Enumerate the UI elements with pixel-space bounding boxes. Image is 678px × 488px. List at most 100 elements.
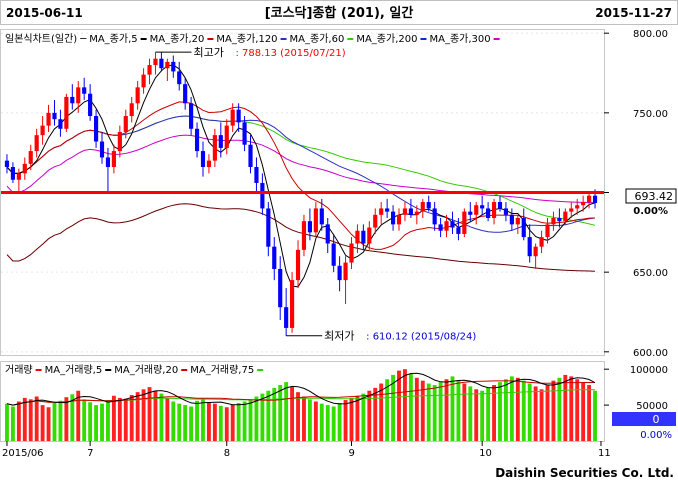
volume-bar	[450, 376, 455, 441]
candle-body	[325, 224, 330, 244]
candle-body	[183, 84, 188, 104]
volume-bar	[230, 404, 235, 441]
low-label: 최저가	[324, 330, 354, 343]
volume-legend-swatch	[181, 369, 188, 371]
volume-bar	[468, 386, 473, 441]
x-axis: 2015/06 7 8 9 10 11	[2, 441, 611, 459]
volume-bar	[462, 383, 467, 441]
candle-body	[76, 87, 81, 104]
volume-bar	[248, 399, 253, 441]
candle-body	[581, 202, 586, 206]
price-legend-swatch	[280, 38, 287, 40]
candle-body	[343, 262, 348, 281]
candle-body	[361, 230, 366, 244]
volume-bar	[183, 405, 188, 441]
candle-body	[82, 87, 87, 94]
candle-body	[28, 151, 33, 164]
volume-plot-frame	[0, 361, 605, 442]
volume-bar	[153, 390, 158, 441]
candle-body	[563, 211, 568, 222]
price-legend-swatch	[493, 38, 500, 40]
candle-body	[503, 208, 509, 215]
candle-body	[117, 131, 122, 152]
volume-bar	[307, 399, 312, 441]
volume-bar	[123, 398, 128, 441]
volume-bar	[236, 402, 241, 441]
volume-bar	[414, 377, 419, 441]
volume-bar	[88, 402, 93, 441]
volume-legend-label: MA_거래량,20	[114, 364, 178, 376]
volume-bar	[22, 397, 27, 441]
volume-bar	[206, 402, 211, 441]
candle-body	[177, 71, 182, 85]
moving-average-lines	[6, 64, 596, 288]
low-annotation: 최저가 : 610.12 (2015/08/24)	[286, 330, 476, 343]
volume-ma-5-line	[6, 372, 596, 406]
candle-body	[212, 135, 217, 161]
volume-bar	[581, 382, 586, 441]
volume-bar	[278, 384, 283, 441]
candle-body	[284, 307, 289, 328]
volume-bar	[46, 407, 51, 441]
volume-bar	[195, 400, 199, 441]
ma-long-line	[6, 203, 596, 272]
volume-bar	[76, 390, 81, 441]
candle-body	[587, 195, 592, 203]
volume-bar	[82, 399, 87, 441]
volume-bar	[408, 373, 413, 441]
high-label: 최고가	[193, 46, 223, 59]
volume-bar	[159, 393, 164, 441]
volume-bar	[290, 386, 295, 441]
candle-body	[141, 74, 146, 88]
volume-bar	[587, 384, 592, 441]
candle-body	[272, 246, 277, 269]
price-legend-label: MA_종가,300	[429, 33, 490, 45]
candle-body	[301, 221, 307, 250]
x-tick-label: 2015/06	[2, 448, 44, 459]
price-legend-label: MA_종가,60	[290, 33, 345, 45]
low-value: : 610.12 (2015/08/24)	[366, 332, 476, 343]
candle-body	[533, 246, 538, 257]
candle-body	[545, 224, 550, 238]
volume-legend-label: MA_거래량,75	[190, 364, 254, 376]
candle-body	[266, 208, 271, 247]
volume-bar	[480, 390, 485, 441]
price-legend-label: MA_종가,5	[89, 33, 137, 45]
volume-legend-swatch	[105, 369, 112, 371]
volume-bar	[296, 392, 300, 441]
volume-bar	[349, 397, 354, 441]
candle-body	[319, 208, 324, 225]
volume-bar	[539, 389, 544, 441]
volume-bar	[16, 401, 21, 441]
candle-body	[349, 243, 354, 263]
volume-bar	[34, 396, 39, 441]
candle-body	[40, 125, 45, 136]
candle-body	[307, 221, 312, 233]
x-tick-label: 8	[224, 448, 230, 459]
candle-body	[4, 160, 10, 168]
candle-body	[99, 141, 105, 158]
volume-bar	[58, 400, 63, 441]
brand-footer: Daishin Securities Co. Ltd.	[495, 466, 674, 480]
volume-bar	[593, 390, 597, 441]
candle-body	[331, 243, 336, 266]
chart-title: [코스닥]종합 (201), 일간	[265, 5, 414, 21]
volume-bar	[218, 405, 223, 441]
volume-bar	[135, 392, 140, 441]
candle-body	[396, 214, 402, 225]
candle-body	[242, 122, 247, 145]
x-tick-label: 11	[598, 448, 611, 459]
candle-body	[189, 103, 194, 129]
candle-body	[497, 202, 503, 209]
volume-legend: 거래량 MA_거래량,5 MA_거래량,20 MA_거래량,75	[5, 364, 264, 376]
candle-body	[551, 217, 556, 225]
volume-bar	[545, 384, 550, 441]
volume-bar	[106, 400, 110, 441]
volume-ma-lines	[6, 372, 596, 406]
candle-body	[218, 135, 223, 148]
candle-body	[153, 58, 158, 66]
candle-body	[313, 208, 318, 233]
volume-bar	[426, 383, 431, 441]
x-tick-label: 9	[348, 448, 354, 459]
